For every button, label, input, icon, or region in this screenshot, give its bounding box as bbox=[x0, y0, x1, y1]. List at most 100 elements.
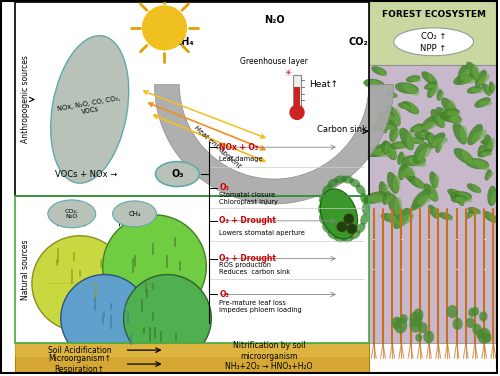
Ellipse shape bbox=[398, 152, 404, 165]
Ellipse shape bbox=[436, 107, 450, 121]
Ellipse shape bbox=[467, 86, 482, 94]
Ellipse shape bbox=[472, 208, 480, 215]
Ellipse shape bbox=[373, 149, 390, 157]
Ellipse shape bbox=[456, 197, 468, 203]
Ellipse shape bbox=[382, 120, 388, 133]
Ellipse shape bbox=[387, 214, 399, 224]
Ellipse shape bbox=[439, 212, 452, 220]
FancyBboxPatch shape bbox=[293, 74, 301, 109]
Ellipse shape bbox=[465, 210, 474, 219]
Ellipse shape bbox=[487, 138, 495, 153]
Text: NOx, N₂O, CO, CO₂,
VOCs: NOx, N₂O, CO, CO₂, VOCs bbox=[57, 96, 122, 119]
Ellipse shape bbox=[376, 112, 394, 120]
Ellipse shape bbox=[413, 126, 424, 131]
Circle shape bbox=[102, 215, 206, 318]
Ellipse shape bbox=[394, 197, 402, 215]
Ellipse shape bbox=[448, 100, 457, 117]
Ellipse shape bbox=[334, 176, 346, 183]
Ellipse shape bbox=[50, 36, 128, 183]
Text: Pre-mature leaf loss
impedes phloem loading: Pre-mature leaf loss impedes phloem load… bbox=[220, 300, 302, 313]
Ellipse shape bbox=[484, 333, 492, 343]
Ellipse shape bbox=[468, 308, 476, 317]
Ellipse shape bbox=[385, 194, 393, 203]
Ellipse shape bbox=[430, 186, 438, 202]
Ellipse shape bbox=[472, 129, 486, 143]
Ellipse shape bbox=[377, 122, 394, 130]
Ellipse shape bbox=[401, 164, 415, 182]
Ellipse shape bbox=[428, 73, 437, 86]
Ellipse shape bbox=[427, 83, 436, 98]
Ellipse shape bbox=[384, 144, 389, 153]
Ellipse shape bbox=[486, 172, 494, 179]
Ellipse shape bbox=[394, 208, 410, 229]
Ellipse shape bbox=[398, 103, 410, 109]
Ellipse shape bbox=[444, 213, 452, 221]
Ellipse shape bbox=[384, 125, 394, 130]
Text: Anthropogenic sources: Anthropogenic sources bbox=[22, 56, 30, 143]
Text: VOCs + NOx →: VOCs + NOx → bbox=[55, 170, 117, 179]
Circle shape bbox=[142, 6, 186, 50]
Ellipse shape bbox=[447, 111, 460, 117]
Ellipse shape bbox=[362, 203, 370, 215]
Ellipse shape bbox=[381, 213, 399, 223]
Ellipse shape bbox=[377, 67, 386, 76]
Ellipse shape bbox=[408, 167, 416, 182]
Ellipse shape bbox=[394, 317, 407, 334]
Ellipse shape bbox=[320, 189, 358, 239]
Text: O₃ + Drought: O₃ + Drought bbox=[220, 254, 276, 263]
Ellipse shape bbox=[382, 184, 389, 197]
Ellipse shape bbox=[390, 143, 397, 160]
Ellipse shape bbox=[414, 202, 426, 209]
Ellipse shape bbox=[410, 312, 422, 327]
Ellipse shape bbox=[423, 331, 434, 343]
Ellipse shape bbox=[356, 223, 366, 233]
Ellipse shape bbox=[479, 311, 488, 321]
Ellipse shape bbox=[431, 109, 444, 128]
Text: CO₂ ↑: CO₂ ↑ bbox=[421, 32, 446, 41]
Circle shape bbox=[32, 236, 128, 331]
Ellipse shape bbox=[486, 85, 492, 96]
Ellipse shape bbox=[342, 176, 353, 183]
FancyBboxPatch shape bbox=[294, 86, 300, 108]
Ellipse shape bbox=[402, 101, 419, 114]
Circle shape bbox=[347, 224, 357, 234]
Ellipse shape bbox=[456, 193, 472, 202]
Ellipse shape bbox=[483, 135, 492, 155]
Ellipse shape bbox=[400, 155, 406, 164]
Ellipse shape bbox=[484, 140, 492, 145]
Circle shape bbox=[61, 274, 148, 362]
Text: O₃: O₃ bbox=[220, 183, 229, 193]
Ellipse shape bbox=[386, 91, 397, 97]
Ellipse shape bbox=[410, 77, 421, 82]
Ellipse shape bbox=[467, 183, 481, 193]
Ellipse shape bbox=[442, 98, 457, 116]
Ellipse shape bbox=[390, 125, 398, 142]
Circle shape bbox=[124, 274, 212, 362]
Ellipse shape bbox=[370, 195, 388, 203]
Ellipse shape bbox=[456, 194, 464, 206]
Ellipse shape bbox=[480, 147, 486, 155]
Ellipse shape bbox=[475, 70, 486, 87]
Text: FOREST ECOSYSTEM: FOREST ECOSYSTEM bbox=[382, 10, 486, 19]
Ellipse shape bbox=[488, 186, 496, 206]
Ellipse shape bbox=[392, 317, 402, 329]
Ellipse shape bbox=[383, 191, 390, 205]
Ellipse shape bbox=[442, 109, 450, 122]
Ellipse shape bbox=[372, 148, 388, 155]
Ellipse shape bbox=[448, 113, 462, 124]
Ellipse shape bbox=[479, 100, 492, 106]
Ellipse shape bbox=[402, 84, 419, 96]
Ellipse shape bbox=[420, 116, 436, 132]
Ellipse shape bbox=[392, 129, 400, 141]
Ellipse shape bbox=[322, 185, 332, 195]
Ellipse shape bbox=[452, 318, 462, 330]
Ellipse shape bbox=[489, 82, 494, 93]
Ellipse shape bbox=[472, 64, 480, 80]
Ellipse shape bbox=[319, 213, 328, 225]
Ellipse shape bbox=[402, 103, 411, 110]
Text: Natural sources: Natural sources bbox=[22, 239, 30, 300]
Ellipse shape bbox=[372, 67, 386, 76]
Ellipse shape bbox=[156, 162, 200, 186]
Text: N₂O: N₂O bbox=[264, 15, 284, 25]
Circle shape bbox=[290, 105, 304, 119]
